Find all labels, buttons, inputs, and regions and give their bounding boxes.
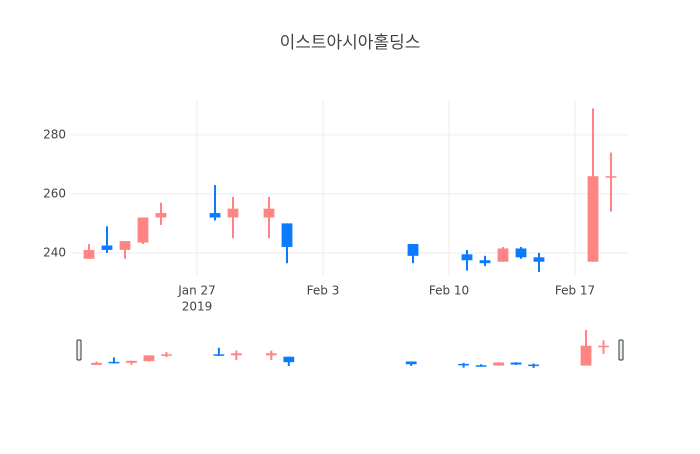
mini-candle-body bbox=[598, 345, 609, 348]
candle-body bbox=[497, 248, 509, 262]
mini-candle-body bbox=[458, 363, 470, 366]
mini-candle-body bbox=[126, 360, 137, 363]
x-tick-label: Feb 3 bbox=[307, 284, 340, 298]
mini-candle-body bbox=[405, 361, 417, 365]
candle-body bbox=[209, 213, 221, 218]
candle-body bbox=[119, 241, 131, 250]
candle-body bbox=[281, 223, 293, 247]
y-tick-label: 240 bbox=[43, 245, 66, 259]
chart-title: 이스트아시아홀딩스 bbox=[280, 33, 421, 53]
candle-body bbox=[533, 257, 545, 262]
candle-body bbox=[461, 254, 473, 261]
candle-body bbox=[605, 176, 617, 178]
candle-body bbox=[83, 249, 95, 259]
candle-body bbox=[515, 248, 527, 258]
mini-candle-body bbox=[475, 365, 487, 367]
candle-body bbox=[263, 208, 275, 218]
candle-body bbox=[137, 217, 149, 243]
mini-candle-body bbox=[528, 364, 539, 367]
y-tick-label: 260 bbox=[43, 186, 66, 200]
range-slider bbox=[79, 330, 621, 368]
x-tick-label: Feb 10 bbox=[429, 284, 469, 298]
candle-body bbox=[407, 244, 419, 256]
mini-candle-body bbox=[230, 353, 242, 356]
mini-candle-body bbox=[143, 355, 155, 362]
candle-body bbox=[101, 245, 113, 250]
candle-body bbox=[479, 260, 491, 264]
x-tick-label: Jan 27 bbox=[177, 284, 216, 298]
range-handle[interactable] bbox=[618, 339, 624, 361]
x-tick-sublabel: 2019 bbox=[182, 300, 213, 314]
x-tick-label: Feb 17 bbox=[555, 284, 595, 298]
candle-body bbox=[155, 213, 167, 218]
mini-candle-body bbox=[161, 354, 172, 356]
candle-body bbox=[227, 208, 239, 218]
mini-candle-body bbox=[510, 362, 522, 365]
mini-candle-body bbox=[213, 354, 225, 356]
mini-candle-body bbox=[108, 361, 120, 364]
mini-candle-body bbox=[283, 356, 295, 363]
y-tick-label: 280 bbox=[43, 127, 66, 141]
mini-candle-body bbox=[91, 362, 102, 365]
mini-candle-body bbox=[580, 345, 592, 366]
range-handle[interactable] bbox=[76, 339, 82, 361]
mini-candle-body bbox=[265, 353, 277, 356]
mini-candle-body bbox=[493, 362, 505, 366]
candle-body bbox=[587, 176, 599, 262]
